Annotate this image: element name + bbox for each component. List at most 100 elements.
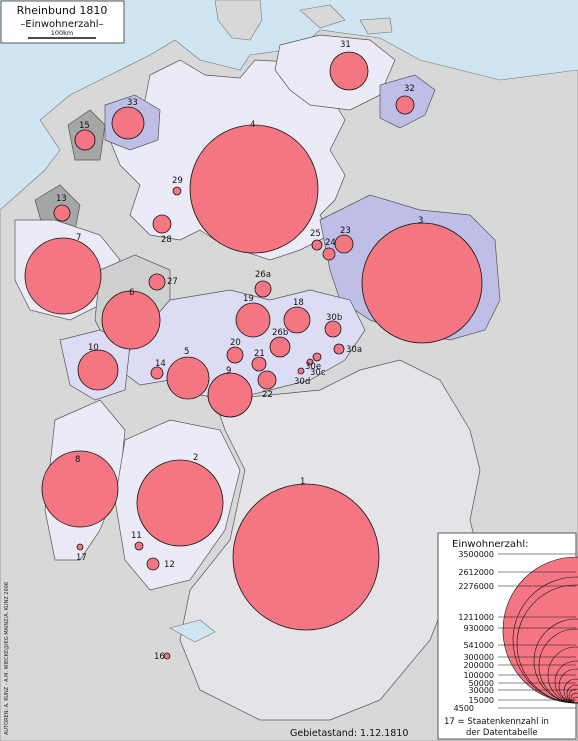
- state-label-29: 29: [172, 176, 183, 186]
- state-label-12: 12: [164, 560, 175, 570]
- population-circle-31: [329, 51, 369, 91]
- legend-value-1: 2612000: [458, 568, 494, 577]
- population-circle-9: [207, 372, 253, 418]
- population-circle-19: [235, 302, 271, 338]
- lake-constance: [169, 619, 216, 643]
- state-label-30e: 30e: [305, 362, 321, 372]
- state-label-19: 19: [243, 294, 254, 304]
- state-label-17: 17: [76, 553, 87, 563]
- population-circle-20: [226, 346, 244, 364]
- state-label-11: 11: [131, 531, 142, 541]
- population-circle-8: [41, 450, 119, 528]
- population-circle-22: [257, 370, 277, 390]
- state-label-14: 14: [155, 359, 166, 369]
- legend-value-5: 541000: [463, 641, 494, 650]
- population-circle-14: [150, 366, 164, 380]
- state-label-30b: 30b: [326, 313, 342, 323]
- population-circle-21: [251, 356, 267, 372]
- state-label-18: 18: [293, 298, 304, 308]
- population-circle-28: [152, 214, 172, 234]
- population-circle-33: [111, 106, 145, 140]
- legend-value-0: 3500000: [458, 550, 494, 559]
- state-label-23: 23: [340, 226, 351, 236]
- state-label-26a: 26a: [255, 270, 271, 280]
- map-title: Rheinbund 1810: [17, 4, 108, 17]
- population-circle-24: [322, 247, 336, 261]
- map-subtitle: –Einwohnerzahl–: [20, 19, 103, 30]
- legend-value-4: 930000: [463, 624, 494, 633]
- legend-note-line2: der Datentabelle: [466, 728, 538, 738]
- state-label-28: 28: [161, 235, 172, 245]
- state-label-2: 2: [193, 453, 198, 463]
- legend-circles: [502, 556, 578, 704]
- population-circle-3: [361, 222, 483, 344]
- credits-text: AUTOREN: A. KUNZ - A.M. WIECKE@IEG MAINZ…: [4, 582, 10, 735]
- population-circle-4: [189, 124, 319, 254]
- state-label-5: 5: [184, 347, 189, 357]
- islands: [299, 4, 393, 35]
- state-label-7: 7: [76, 233, 81, 243]
- state-number-labels: 1234567891011121314151617181920212223242…: [56, 40, 423, 662]
- legend-value-8: 100000: [463, 671, 494, 680]
- population-circles: [24, 51, 483, 660]
- population-circle-17: [76, 543, 84, 551]
- population-circle-13: [53, 204, 71, 222]
- state-label-30d: 30d: [294, 377, 310, 387]
- state-label-20: 20: [230, 338, 241, 348]
- population-circle-27: [148, 273, 166, 291]
- state-label-32: 32: [404, 84, 415, 94]
- population-circle-11: [134, 541, 144, 551]
- state-label-8: 8: [75, 455, 80, 465]
- population-circle-15: [74, 129, 96, 151]
- state-label-31: 31: [340, 40, 351, 50]
- state-label-25: 25: [310, 229, 321, 239]
- population-circle-23: [334, 234, 354, 254]
- population-circle-30a: [333, 343, 345, 355]
- state-label-4: 4: [250, 120, 255, 130]
- population-circle-30c: [312, 352, 322, 362]
- state-label-10: 10: [88, 343, 99, 353]
- state-label-26b: 26b: [272, 328, 288, 338]
- population-circle-6: [101, 290, 161, 350]
- state-label-3: 3: [418, 216, 423, 226]
- legend-note-line1: 17 = Staatenkennzahl in: [444, 717, 549, 727]
- legend-value-2: 2276000: [458, 582, 494, 591]
- scale-label: 100km: [51, 29, 74, 37]
- state-label-15: 15: [79, 121, 90, 131]
- legend: Einwohnerzahl: 3500000 2612000 2276000 1211…: [437, 532, 578, 740]
- state-label-30c: 30c: [310, 368, 326, 378]
- legend-value-6: 300000: [463, 653, 494, 662]
- legend-value-12: 4500: [454, 704, 474, 713]
- population-circle-7: [24, 237, 102, 315]
- state-label-30a: 30a: [346, 345, 362, 355]
- legend-value-3: 1211000: [458, 613, 494, 622]
- state-label-6: 6: [129, 288, 134, 298]
- legend-value-11: 15000: [469, 696, 494, 705]
- denmark-land: [214, 0, 263, 41]
- population-circle-29: [172, 186, 182, 196]
- population-circle-1: [232, 483, 380, 631]
- population-circle-16: [163, 652, 171, 660]
- title-box: [0, 0, 125, 44]
- state-label-9: 9: [226, 366, 231, 376]
- legend-value-7: 200000: [463, 661, 494, 670]
- legend-value-10: 30000: [469, 686, 494, 695]
- state-label-21: 21: [254, 349, 265, 359]
- state-label-16: 16: [154, 652, 165, 662]
- legend-values: 3500000 2612000 2276000 1211000 930000 541000…: [454, 550, 494, 713]
- state-label-1: 1: [300, 477, 305, 487]
- population-circle-5: [166, 356, 210, 400]
- population-circle-18: [283, 306, 311, 334]
- population-circle-30d: [297, 367, 305, 375]
- legend-value-9: 50000: [469, 679, 494, 688]
- state-label-27: 27: [167, 277, 178, 287]
- population-circle-12: [146, 557, 160, 571]
- state-label-22: 22: [262, 390, 273, 400]
- state-label-33: 33: [127, 98, 138, 108]
- state-label-24: 24: [325, 238, 336, 248]
- state-label-13: 13: [56, 194, 67, 204]
- population-circle-25: [311, 239, 323, 251]
- population-circle-2: [136, 459, 224, 547]
- population-circle-32: [395, 95, 415, 115]
